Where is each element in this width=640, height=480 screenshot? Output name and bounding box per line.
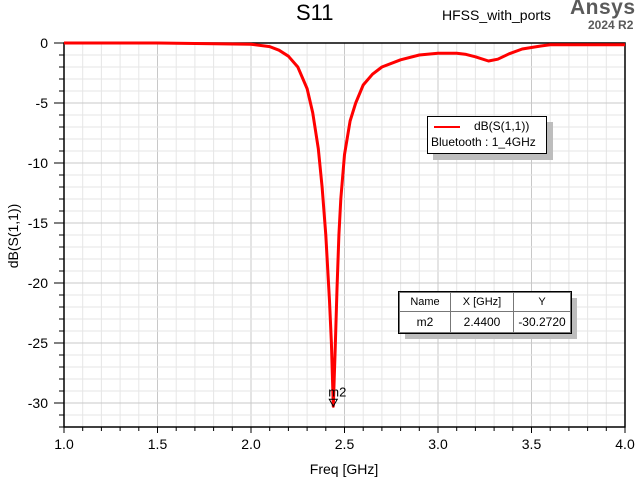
- marker-m2[interactable]: m2: [328, 384, 346, 408]
- svg-text:-25: -25: [28, 335, 48, 351]
- cell-x: 2.4400: [450, 311, 514, 333]
- svg-text:-20: -20: [28, 275, 48, 291]
- project-name: HFSS_with_ports: [442, 7, 551, 23]
- axes: [54, 42, 626, 433]
- svg-text:-15: -15: [28, 215, 48, 231]
- cell-name: m2: [399, 311, 451, 333]
- brand-version: 2024 R2: [588, 18, 634, 32]
- svg-text:m2: m2: [328, 384, 346, 399]
- col-header-name: Name: [399, 292, 451, 312]
- table-row: m2 2.4400 -30.2720: [399, 311, 571, 333]
- legend[interactable]: dB(S(1,1)) Bluetooth : 1_4GHz: [427, 116, 547, 154]
- svg-text:-5: -5: [36, 95, 49, 111]
- y-tick-labels: 0 -5 -10 -15 -20 -25 -30: [28, 35, 48, 411]
- col-header-y: Y: [513, 292, 571, 312]
- y-axis-label: dB(S(1,1)): [5, 204, 21, 269]
- svg-text:3.5: 3.5: [522, 436, 542, 452]
- legend-series-label: dB(S(1,1)): [474, 119, 530, 133]
- svg-text:-10: -10: [28, 155, 48, 171]
- x-tick-labels: 1.0 1.5 2.0 2.5 3.0 3.5 4.0: [54, 436, 635, 452]
- s11-curve[interactable]: [64, 41, 625, 408]
- svg-text:3.0: 3.0: [428, 436, 448, 452]
- grid-lines: [63, 42, 626, 428]
- svg-text:4.0: 4.0: [615, 436, 635, 452]
- svg-text:0: 0: [40, 35, 48, 51]
- col-header-x: X [GHz]: [450, 292, 514, 312]
- svg-text:-30: -30: [28, 395, 48, 411]
- cell-y: -30.2720: [513, 311, 571, 333]
- legend-setup-label: Bluetooth : 1_4GHz: [431, 135, 536, 149]
- brand-logo: Ansys: [570, 0, 636, 19]
- x-axis-label: Freq [GHz]: [310, 461, 378, 477]
- marker-table[interactable]: Name X [GHz] Y m2 2.4400 -30.2720: [398, 291, 572, 334]
- legend-swatch-icon: [434, 125, 460, 128]
- svg-text:2.0: 2.0: [241, 436, 261, 452]
- svg-text:1.5: 1.5: [148, 436, 168, 452]
- svg-text:1.0: 1.0: [54, 436, 74, 452]
- chart-title: S11: [296, 0, 334, 25]
- svg-text:2.5: 2.5: [335, 436, 355, 452]
- legend-series: dB(S(1,1)): [432, 119, 529, 133]
